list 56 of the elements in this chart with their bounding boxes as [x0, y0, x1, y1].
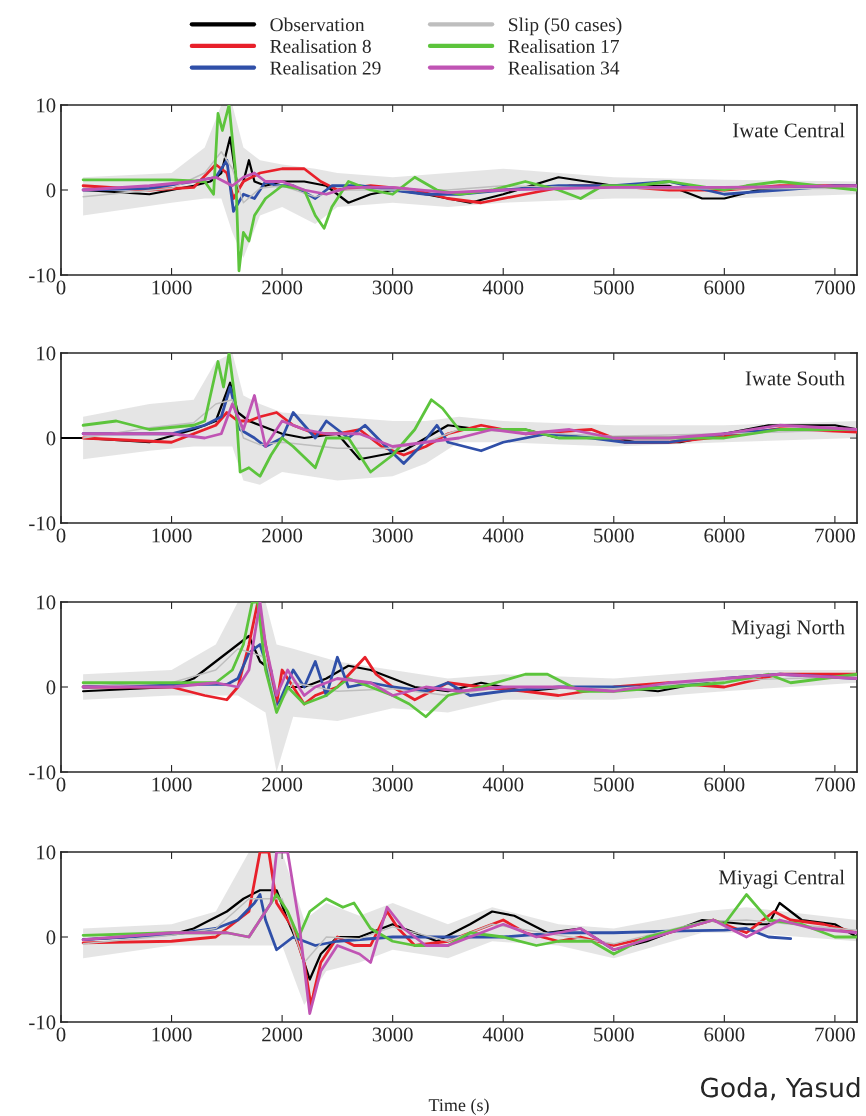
legend-label: Realisation 34 — [508, 60, 620, 75]
text: Miyagi Central — [718, 869, 845, 889]
x-tick-label: 6000 — [704, 528, 745, 543]
x-tick-label: 3000 — [372, 777, 413, 792]
x-tick-label: 1000 — [152, 1027, 192, 1042]
text: Iwate Central — [733, 122, 845, 138]
x-tick-label: 5000 — [594, 528, 634, 543]
y-tick-label: -10 — [29, 268, 56, 283]
x-tick-label: 2000 — [262, 777, 303, 792]
x-tick-label: 0 — [56, 1027, 66, 1042]
x-tick-label: 4000 — [482, 528, 524, 543]
x-tick-label: 5000 — [594, 1027, 634, 1042]
x-tick-label: 6000 — [704, 777, 745, 792]
x-tick-label: 1000 — [152, 777, 192, 792]
y-tick-label: 10 — [37, 845, 56, 860]
x-tick-label: 0 — [56, 528, 66, 543]
x-tick-label: 3000 — [372, 280, 413, 295]
x-tick-label: 7000 — [815, 528, 855, 543]
text: Goda, Yasud — [700, 1077, 860, 1101]
y-tick-label: -10 — [29, 765, 56, 780]
x-tick-label: 2000 — [262, 528, 303, 543]
y-tick-label: 0 — [46, 680, 56, 695]
text: Iwate South — [745, 370, 845, 386]
y-tick-label: -10 — [29, 1015, 56, 1030]
x-tick-label: 4000 — [482, 1027, 524, 1042]
legend-label: Observation — [270, 17, 365, 32]
y-tick-label: 0 — [46, 183, 56, 198]
legend-label: Slip (50 cases) — [509, 17, 622, 36]
y-tick-label: 0 — [46, 431, 56, 446]
x-tick-label: 3000 — [372, 1027, 413, 1042]
x-axis-title: Time (s) — [428, 1098, 489, 1115]
x-tick-label: 1000 — [152, 528, 192, 543]
x-tick-label: 5000 — [594, 777, 634, 792]
x-tick-label: 2000 — [262, 280, 303, 295]
legend-label: Realisation 8 — [270, 39, 371, 53]
x-tick-label: 7000 — [815, 1027, 855, 1042]
x-tick-label: 4000 — [482, 280, 524, 295]
x-tick-label: 4000 — [482, 777, 524, 792]
y-tick-label: 10 — [37, 346, 56, 361]
x-tick-label: 7000 — [815, 280, 855, 295]
x-tick-label: 0 — [56, 280, 66, 295]
legend-label: Realisation 17 — [508, 39, 619, 53]
x-tick-label: 0 — [56, 777, 66, 792]
x-tick-label: 1000 — [152, 280, 192, 295]
y-tick-label: 0 — [46, 930, 56, 945]
x-tick-label: 7000 — [815, 777, 855, 792]
y-tick-label: 10 — [37, 595, 56, 610]
y-tick-label: 10 — [37, 98, 56, 113]
x-tick-label: 3000 — [372, 528, 413, 543]
x-tick-label: 2000 — [262, 1027, 303, 1042]
x-tick-label: 6000 — [704, 280, 745, 295]
x-tick-label: 6000 — [704, 1027, 745, 1042]
legend-label: Realisation 29 — [270, 60, 381, 75]
x-tick-label: 5000 — [594, 280, 634, 295]
y-tick-label: -10 — [29, 516, 56, 531]
text: Miyagi North — [731, 619, 845, 639]
